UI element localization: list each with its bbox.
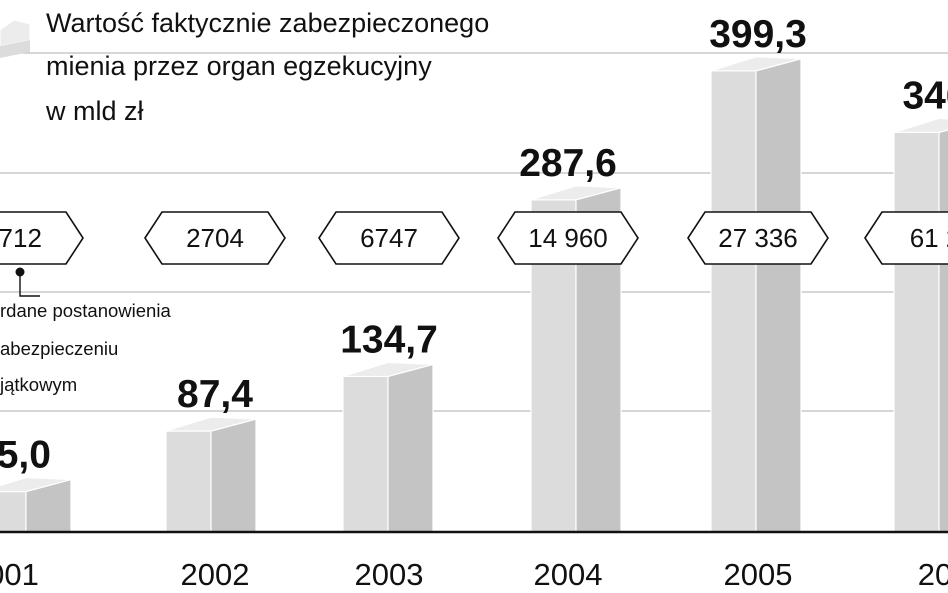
- value-label: 346: [902, 74, 948, 117]
- legend-swatch-top: [0, 19, 31, 47]
- bar-2005: [710, 56, 802, 533]
- value-label: 399,3: [709, 13, 807, 56]
- bar-front-face: [342, 375, 389, 533]
- count-badge-frame: [144, 211, 286, 265]
- value-label: 35,0: [0, 434, 51, 477]
- year-label: 2005: [724, 557, 793, 592]
- legend-swatch: [0, 19, 31, 58]
- count-label: 27 336: [718, 223, 798, 253]
- count-badge-frame: [497, 211, 639, 265]
- bar-front-face: [0, 490, 27, 533]
- year-label: 20: [918, 557, 948, 592]
- year-label: 2003: [355, 557, 424, 592]
- count-badge-frame: [318, 211, 460, 265]
- count-label: 6747: [360, 223, 418, 253]
- bar-front-face: [710, 70, 757, 533]
- bar-front-face: [893, 131, 940, 533]
- count-label: 61 2: [910, 223, 948, 253]
- value-labels: 35,0 87,4 134,7 287,6 399,3 346: [0, 13, 948, 477]
- bar-top-face: [530, 185, 622, 201]
- year-label: 001: [0, 557, 39, 592]
- year-label: 2004: [534, 557, 603, 592]
- bar-top-face: [893, 117, 948, 133]
- count-badge: 61 2: [864, 211, 948, 265]
- bar-side-face: [938, 129, 948, 533]
- year-labels: 001 2002 2003 2004 2005 20: [0, 557, 948, 592]
- chart-title-line-2: mienia przez organ egzekucyjny: [46, 51, 432, 81]
- bars: [0, 56, 948, 533]
- year-label: 2002: [181, 557, 250, 592]
- value-label: 87,4: [177, 373, 253, 416]
- callout-line: [19, 272, 40, 297]
- chart-title-line-1: Wartość faktycznie zabezpieczonego: [46, 8, 490, 38]
- count-label: 2704: [186, 223, 244, 253]
- note-line-3: jątkowym: [0, 374, 78, 395]
- count-badge-frame: [687, 211, 829, 265]
- bar-side-face: [755, 58, 802, 533]
- bar-front-face: [165, 430, 212, 533]
- count-badge: 2704: [144, 211, 286, 265]
- bar-side-face: [387, 363, 434, 533]
- value-label: 287,6: [519, 142, 617, 185]
- chart-title-line-3: w mld zł: [46, 96, 144, 126]
- note-line-2: abezpieczeniu: [0, 338, 119, 359]
- value-label: 134,7: [340, 318, 438, 361]
- bar-top-face: [710, 56, 802, 72]
- count-label: 14 960: [528, 223, 608, 253]
- count-badge: 14 960: [497, 211, 639, 265]
- count-badge-frame: [864, 211, 948, 265]
- count-label: 1712: [0, 223, 42, 253]
- bar-top-face: [342, 361, 434, 378]
- count-badges: 1712 2704 6747 14 960 27 336 61 2: [0, 211, 948, 265]
- bar-2001: [0, 476, 72, 533]
- bar-side-face: [210, 418, 257, 533]
- bar-top-face: [165, 416, 257, 432]
- legend-swatch-front: [0, 40, 30, 58]
- note-line-1: rdane postanowienia: [0, 300, 171, 321]
- count-badge: 6747: [318, 211, 460, 265]
- bar-2003: [342, 361, 434, 533]
- bar-top-face: [0, 476, 72, 493]
- count-badge: 27 336: [687, 211, 829, 265]
- note-callout: [15, 267, 40, 297]
- bar-2002: [165, 416, 257, 533]
- bar-2006: [893, 117, 948, 533]
- count-badge-frame: [0, 211, 84, 265]
- count-badge: 1712: [0, 211, 84, 265]
